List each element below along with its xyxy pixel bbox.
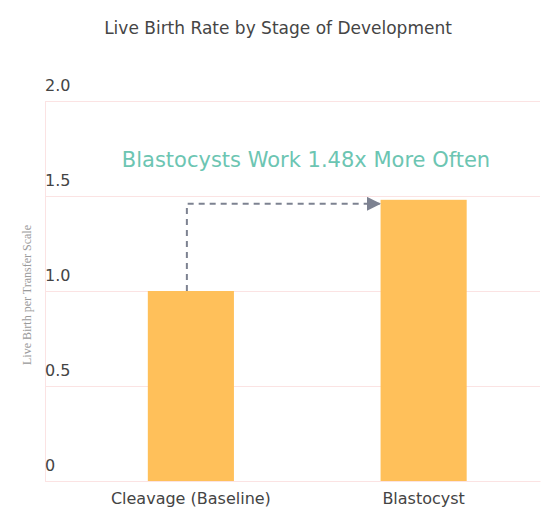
chart: Live Birth Rate by Stage of Development 0… (0, 0, 556, 530)
y-axis: 0 0.5 1.0 1.5 2.0 (45, 76, 540, 482)
y-tick-label: 2.0 (45, 76, 70, 95)
arrow (187, 204, 380, 291)
y-tick: 2.0 (45, 76, 540, 102)
grid-line (45, 196, 540, 197)
y-tick: 1.5 (45, 171, 540, 197)
title: Live Birth Rate by Stage of Development (104, 18, 452, 38)
bar (148, 291, 234, 481)
y-tick-label: 0 (45, 456, 55, 475)
x-tick-label: Cleavage (Baseline) (111, 489, 271, 508)
grid-line (45, 101, 540, 102)
bars (148, 200, 467, 481)
y-tick-label: 1.5 (45, 171, 70, 190)
x-axis-line (75, 481, 541, 482)
y-axis-title: Live Birth per Transfer Scale (20, 225, 34, 365)
annotation: Blastocysts Work 1.48x More Often (122, 148, 490, 172)
bar (381, 200, 467, 481)
x-tick: Blastocyst (382, 481, 465, 508)
x-axis: Cleavage (Baseline) Blastocyst (75, 481, 541, 508)
grid-line (45, 481, 540, 482)
x-tick-label: Blastocyst (382, 489, 465, 508)
y-tick-label: 1.0 (45, 266, 70, 285)
y-tick-label: 0.5 (45, 361, 70, 380)
x-tick: Cleavage (Baseline) (111, 481, 271, 508)
